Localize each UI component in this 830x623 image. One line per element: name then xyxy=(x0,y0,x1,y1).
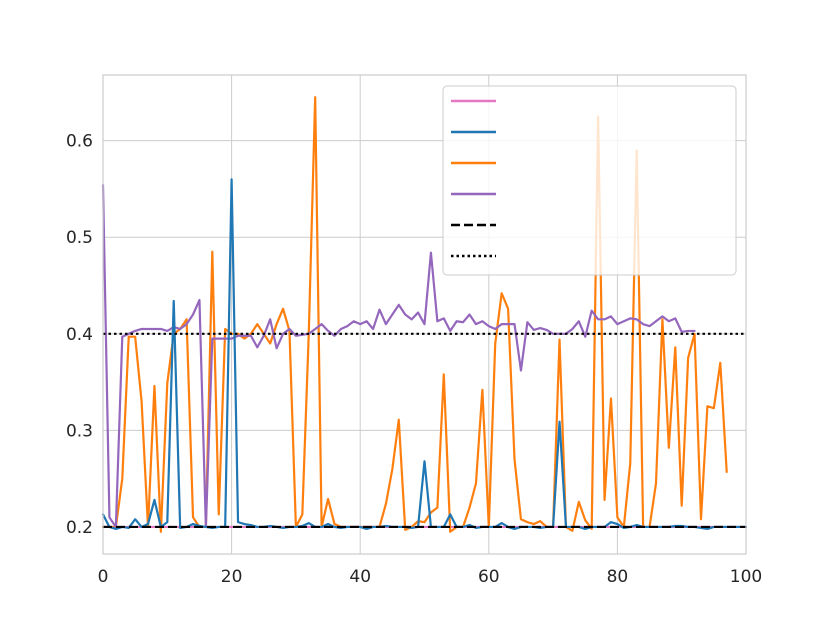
plot-frame xyxy=(102,74,747,555)
y-tick-label: 0.5 xyxy=(66,228,93,248)
y-tick-label: 0.4 xyxy=(66,325,93,345)
x-tick-label: 40 xyxy=(349,567,371,587)
y-tick-label: 0.6 xyxy=(66,132,93,152)
x-tick-label: 100 xyxy=(730,567,762,587)
series-line-4 xyxy=(101,183,696,529)
x-axis-tick-labels: 0 20 40 60 80 100 xyxy=(98,567,763,587)
x-tick-label: 0 xyxy=(98,567,109,587)
y-tick-label: 0.3 xyxy=(66,421,93,441)
x-tick-label: 80 xyxy=(607,567,629,587)
y-axis-tick-labels: 0.2 0.3 0.4 0.5 0.6 xyxy=(66,132,93,538)
legend xyxy=(442,85,737,276)
y-tick-label: 0.2 xyxy=(66,518,93,538)
series-layer xyxy=(101,96,748,533)
legend-box xyxy=(442,85,737,276)
x-tick-label: 60 xyxy=(478,567,500,587)
legend-entries xyxy=(451,99,496,258)
x-tick-label: 20 xyxy=(221,567,243,587)
